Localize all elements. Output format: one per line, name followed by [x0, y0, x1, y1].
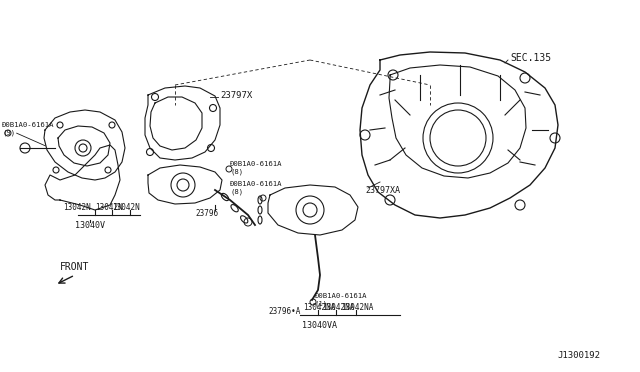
Text: 13042N: 13042N [112, 202, 140, 212]
Text: 13042NA: 13042NA [322, 304, 355, 312]
Text: Ð0B1A0-6161A
(8): Ð0B1A0-6161A (8) [230, 161, 282, 175]
Text: 23796•A: 23796•A [268, 308, 300, 317]
Text: 23796: 23796 [195, 208, 218, 218]
Text: 13042NA: 13042NA [341, 304, 373, 312]
Text: 13042N: 13042N [95, 202, 123, 212]
Text: 13042NA: 13042NA [303, 304, 335, 312]
Text: 13040V: 13040V [75, 221, 105, 230]
Text: 23797XA: 23797XA [365, 186, 400, 195]
Text: SEC.135: SEC.135 [510, 53, 551, 63]
Text: FRONT: FRONT [60, 262, 90, 272]
Text: 23797X: 23797X [220, 90, 252, 99]
Text: Ð0B1A0-6161A
(9): Ð0B1A0-6161A (9) [2, 122, 54, 135]
Text: Ð0B1A0-6161A
(1): Ð0B1A0-6161A (1) [315, 293, 367, 307]
Text: Ð0B1A0-6161A
(8): Ð0B1A0-6161A (8) [230, 181, 282, 195]
Text: 13040VA: 13040VA [303, 321, 337, 330]
Text: 13042N: 13042N [63, 202, 91, 212]
Text: J1300192: J1300192 [557, 350, 600, 359]
